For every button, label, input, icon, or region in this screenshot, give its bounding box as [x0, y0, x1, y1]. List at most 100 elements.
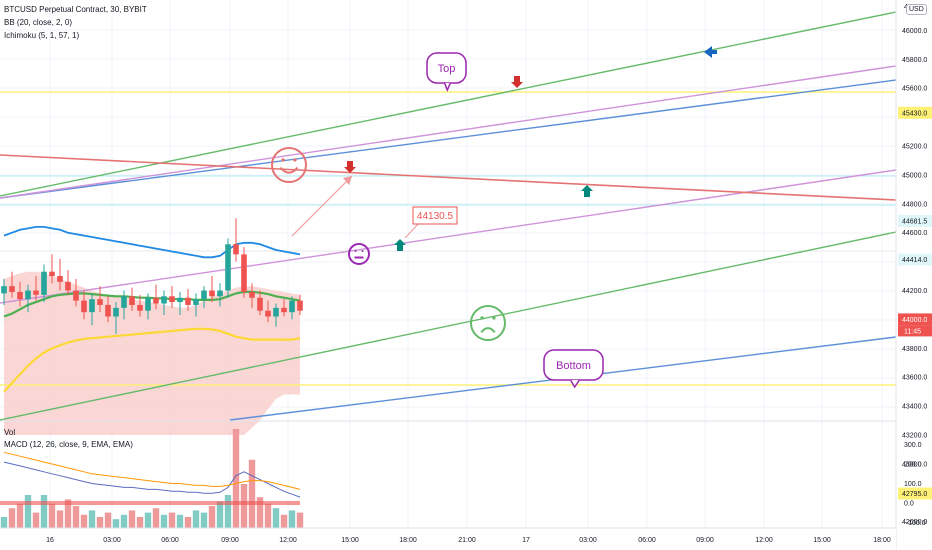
- level-label-text: 44681.5: [902, 218, 927, 225]
- macd-tick-label: 0.0: [904, 501, 914, 508]
- volume-bar: [16, 503, 24, 528]
- level-label-text: 44414.0: [902, 257, 927, 264]
- time-tick-label: 09:00: [696, 537, 714, 544]
- top-callout-tail: [443, 82, 452, 92]
- candle-body: [265, 310, 271, 317]
- time-tick-label: 18:00: [873, 537, 891, 544]
- candle-body: [33, 290, 39, 295]
- volume-bar: [128, 510, 136, 528]
- time-tick-label: 06:00: [161, 537, 179, 544]
- green-trend-upper: [0, 11, 897, 197]
- candle-body: [161, 296, 167, 304]
- price-tick-label: 43600.0: [902, 375, 927, 382]
- price-tick-label: 45600.0: [902, 86, 927, 93]
- candles-layer: [1, 218, 303, 334]
- candle-body: [177, 297, 183, 303]
- volume-bar: [136, 517, 144, 528]
- price-label-text: 44130.5: [417, 211, 454, 222]
- candle-body: [281, 307, 287, 313]
- neutral-smiley-icon-eye: [354, 250, 357, 252]
- volume-bar: [80, 514, 88, 528]
- bb-middle-line: [3, 290, 301, 318]
- price-tick-label: 45200.0: [902, 144, 927, 151]
- level-label-bg: [898, 214, 932, 227]
- price-tick-label: 42600.0: [902, 519, 927, 526]
- volume-bar: [88, 510, 96, 528]
- bottom-callout: Bottom: [543, 349, 604, 389]
- candle-body: [153, 297, 159, 304]
- sad-smiley-icon-outline: [470, 305, 506, 341]
- top-callout: Top: [426, 52, 467, 92]
- happy-smiley-icon-eye: [293, 158, 297, 162]
- volume-bar: [280, 514, 288, 528]
- price-tick-label: 45000.0: [902, 172, 927, 179]
- macd-signal-line: [3, 451, 301, 490]
- candle-body: [137, 304, 143, 311]
- time-tick-label: 17: [522, 537, 530, 544]
- up-arrow-icon: [394, 239, 406, 251]
- candle-body: [217, 290, 223, 297]
- ichimoku-legend: Ichimoku (5, 1, 57, 1): [4, 31, 80, 40]
- candle-body: [41, 271, 47, 295]
- time-tick-label: 12:00: [279, 537, 297, 544]
- candle-body: [73, 290, 79, 301]
- candle-body: [185, 297, 191, 305]
- level-label-bg: [898, 487, 932, 500]
- top-callout-text: Top: [438, 63, 456, 75]
- sad-smiley-icon: [470, 305, 506, 341]
- time-axis-bg: [0, 528, 896, 550]
- time-tick-label: 03:00: [579, 537, 597, 544]
- green-trend-lower: [0, 231, 897, 421]
- time-tick-label: 18:00: [399, 537, 417, 544]
- price-tick-label: 43400.0: [902, 404, 927, 411]
- candle-body: [113, 307, 119, 317]
- price-label-pointer: [404, 221, 421, 239]
- volume-bar: [32, 512, 40, 528]
- candle-body: [97, 299, 103, 305]
- price-tick-label: 43800.0: [902, 346, 927, 353]
- price-tick-label: 44600.0: [902, 230, 927, 237]
- sad-smiley-icon-eye: [492, 316, 496, 320]
- level-label-text: 45430.0: [902, 110, 927, 117]
- bottom-callout-tail: [569, 379, 581, 389]
- volume-bar: [288, 510, 296, 528]
- ichimoku-cloud-area: [4, 271, 300, 435]
- macd-line: [3, 461, 301, 498]
- currency-badge[interactable]: USD: [906, 4, 927, 15]
- macd-legend: MACD (12, 26, close, 9, EMA, EMA): [4, 440, 133, 449]
- projection-arrow: [291, 175, 353, 237]
- candle-body: [17, 291, 23, 300]
- volume-bar: [208, 506, 216, 528]
- up-arrow-icon: [581, 185, 593, 197]
- countdown-bg: [898, 325, 932, 337]
- neutral-smiley-icon-eye: [361, 250, 364, 252]
- candle-body: [65, 281, 71, 291]
- time-tick-label: 12:00: [755, 537, 773, 544]
- volume-bar: [24, 495, 32, 528]
- pink-trend-lower: [0, 169, 897, 304]
- volume-bar: [40, 495, 48, 528]
- volume-bar: [152, 508, 160, 528]
- candle-body: [1, 286, 7, 294]
- neutral-smiley-icon-outline: [348, 243, 370, 265]
- price-tick-label: 45800.0: [902, 57, 927, 64]
- candle-body: [145, 297, 151, 311]
- projection-arrowhead: [343, 176, 352, 185]
- volume-bar: [8, 508, 16, 528]
- volume-bar: [64, 499, 72, 528]
- volume-bar: [296, 512, 304, 528]
- volume-bar: [56, 510, 64, 528]
- level-label-bg: [898, 253, 932, 266]
- down-arrow-icon: [511, 76, 523, 88]
- time-tick-label: 15:00: [341, 537, 359, 544]
- volume-bar: [160, 514, 168, 528]
- level-label-text: 42795.0: [902, 491, 927, 498]
- time-tick-label: 15:00: [813, 537, 831, 544]
- volume-bar: [144, 512, 152, 528]
- price-tick-label: 44200.0: [902, 288, 927, 295]
- candle-body: [289, 300, 295, 313]
- candle-body: [9, 286, 15, 292]
- candle-body: [225, 244, 231, 291]
